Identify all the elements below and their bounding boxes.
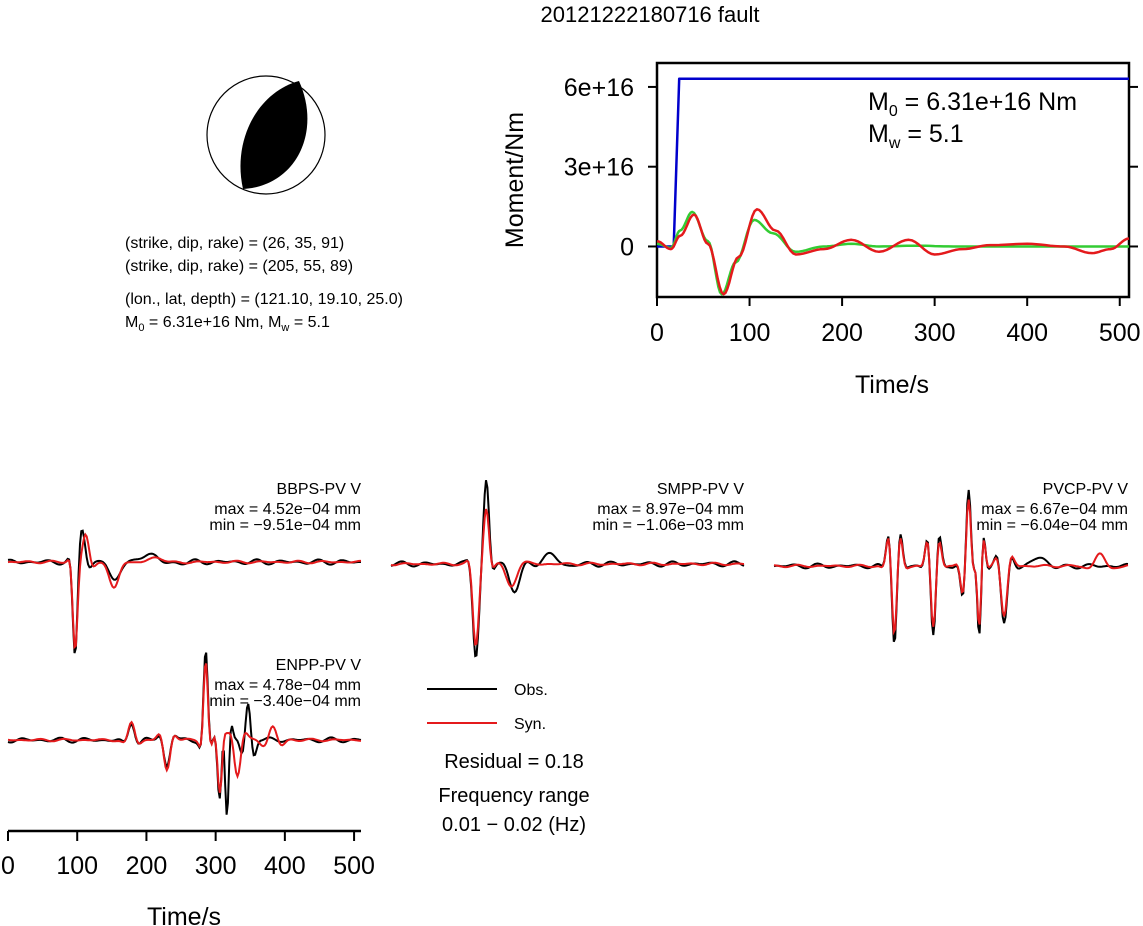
station-bbps-labels: BBPS-PV V max = 4.52e−04 mm min = −9.51e… [209, 481, 361, 534]
waveform-syn-pvcp [773, 499, 1129, 636]
residual-text: Residual = 0.18 [444, 751, 584, 773]
waveform-syn-bbps [7, 532, 361, 650]
station-enpp-labels: ENPP-PV V max = 4.78e−04 mm min = −3.40e… [209, 657, 361, 710]
station-min: min = −1.06e−03 mm [592, 517, 744, 534]
waveform-xtick-label: 200 [126, 852, 168, 880]
station-name: BBPS-PV V [277, 481, 362, 498]
waveform-xtick-label: 400 [264, 852, 306, 880]
legend-obs-label: Obs. [514, 682, 548, 699]
moment-chart: 0 100 200 300 400 500 0 3e+16 6e+16 Moment/Nm T… [501, 61, 1141, 399]
mech-line2: (strike, dip, rake) = (205, 55, 89) [125, 258, 353, 275]
moment-ytick-label: 0 [620, 233, 634, 261]
moment-xtick-label: 500 [1099, 319, 1141, 347]
moment-rate-red-line [656, 208, 1130, 296]
moment-xtick-label: 400 [1006, 319, 1048, 347]
station-max: max = 8.97e−04 mm [597, 501, 744, 518]
moment-xtick-label: 0 [650, 319, 664, 347]
station-max: max = 4.78e−04 mm [214, 677, 361, 694]
waveform-syn-smpp [390, 508, 745, 646]
moment-ytick-label: 6e+16 [564, 74, 634, 102]
legend-syn-label: Syn. [514, 716, 546, 733]
beachball-compression [240, 81, 308, 189]
waveform-xtick-label: 500 [333, 852, 375, 880]
moment-chart-frame [655, 61, 1131, 299]
moment-chart-ylabel: Moment/Nm [501, 112, 529, 248]
figure-title: 20121222180716 fault [541, 2, 760, 27]
waveform-xtick-label: 300 [195, 852, 237, 880]
freq-label: Frequency range [438, 785, 589, 807]
moment-rate-green-line [656, 210, 1129, 296]
waveform-obs-smpp [390, 480, 745, 658]
waveform-xtick-label: 0 [1, 852, 15, 880]
waveform-xtick-label: 100 [56, 852, 98, 880]
station-pvcp-labels: PVCP-PV V max = 6.67e−04 mm min = −6.04e… [976, 481, 1128, 534]
waveform-syn-enpp [7, 663, 362, 793]
moment-annotation-m0: M0 = 6.31e+16 Nm [868, 88, 1077, 120]
legend: Obs. Syn. [427, 682, 548, 733]
station-name: ENPP-PV V [276, 657, 362, 674]
moment-xtick-label: 100 [729, 319, 771, 347]
waveform-axis-xlabel: Time/s [147, 903, 221, 926]
moment-ytick-label: 3e+16 [564, 154, 634, 182]
moment-xtick-label: 200 [821, 319, 863, 347]
freq-value: 0.01 − 0.02 (Hz) [442, 814, 586, 836]
moment-xtick-label: 300 [914, 319, 956, 347]
station-min: min = −3.40e−04 mm [209, 693, 361, 710]
moment-chart-xlabel: Time/s [855, 371, 929, 399]
mech-line3: (lon., lat, depth) = (121.10, 19.10, 25.… [125, 291, 403, 308]
station-name: PVCP-PV V [1043, 481, 1129, 498]
station-name: SMPP-PV V [657, 481, 744, 498]
station-max: max = 4.52e−04 mm [214, 501, 361, 518]
waveform-obs-bbps [7, 529, 362, 654]
waveforms [7, 480, 1129, 815]
mech-line1: (strike, dip, rake) = (26, 35, 91) [125, 235, 344, 252]
station-min: min = −6.04e−04 mm [976, 517, 1128, 534]
beachball [206, 75, 326, 195]
station-smpp-labels: SMPP-PV V max = 8.97e−04 mm min = −1.06e… [592, 481, 744, 534]
mech-moment-line: M0 = 6.31e+16 Nm, Mw = 5.1 [125, 314, 330, 334]
station-max: max = 6.67e−04 mm [981, 501, 1128, 518]
moment-annotation-mw: Mw = 5.1 [868, 120, 964, 152]
waveform-time-axis: Time/s 0 100 200 300 400 500 [1, 829, 375, 926]
station-min: min = −9.51e−04 mm [209, 517, 361, 534]
